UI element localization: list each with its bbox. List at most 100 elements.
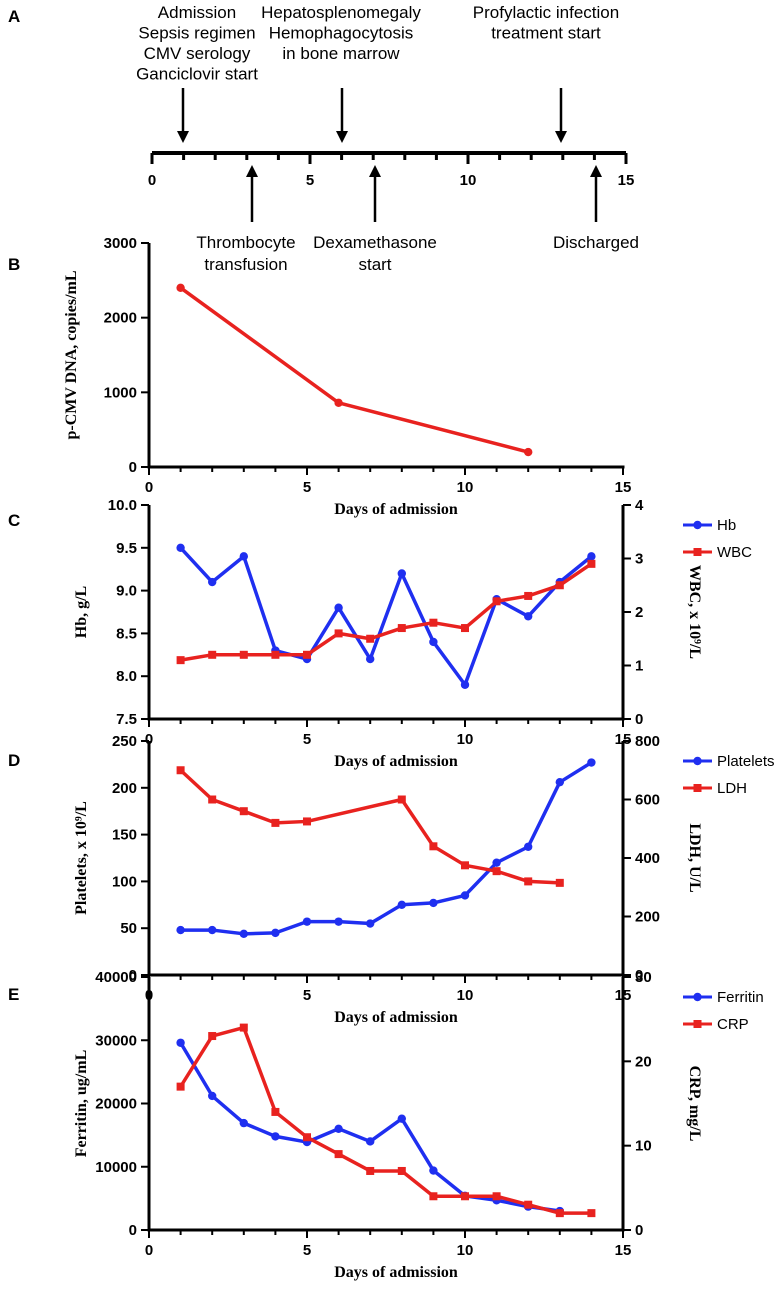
data-point (555, 1209, 564, 1218)
y-axis-title-left: Hb, g/L (73, 586, 90, 638)
legend-swatch-marker (693, 784, 702, 792)
y-tick-label-left: 150 (112, 827, 137, 844)
legend-label: WBC (717, 544, 752, 561)
data-point (587, 552, 596, 561)
x-tick-label: 15 (615, 731, 632, 748)
data-point (176, 283, 185, 292)
series-line-ferritin (179, 1041, 561, 1213)
series-line-ldh (179, 768, 560, 885)
panel-d-platelets-ldh-chart: D051015Days of admission050100150200250P… (8, 733, 775, 1026)
event-arrow-up-head (246, 165, 258, 177)
series-line-p-cmv-dna (179, 286, 529, 454)
x-tick-label: 10 (457, 987, 474, 1004)
data-point (397, 900, 406, 909)
y-tick-label-right: 2 (635, 604, 643, 621)
timeline-event-label: Sepsis regimen (138, 24, 255, 43)
x-tick-label: 10 (457, 731, 474, 748)
event-arrow-up-head (590, 165, 602, 177)
y-axis-title-left: Platelets, x 10⁹/L (73, 801, 90, 915)
timeline-event-label: transfusion (204, 255, 287, 274)
data-point (429, 1166, 438, 1175)
timeline-event-label: Profylactic infection (473, 3, 619, 22)
data-point (587, 758, 596, 767)
data-point (176, 1082, 185, 1091)
legend-swatch-marker (693, 992, 702, 1002)
y-tick-label-left: 100 (112, 873, 137, 890)
x-tick-label: 15 (615, 479, 632, 496)
data-point (461, 861, 469, 870)
y-tick-label-left: 30000 (95, 1032, 137, 1049)
data-point (176, 1038, 185, 1047)
data-point (303, 1133, 311, 1142)
timeline-tick-label: 10 (460, 172, 477, 189)
y-tick-label-right: 0 (635, 1222, 643, 1239)
data-point (397, 624, 406, 633)
data-point (271, 1107, 280, 1116)
data-point (334, 629, 343, 638)
legend-label: Ferritin (717, 989, 764, 1006)
y-tick-label-left: 10.0 (108, 497, 137, 514)
y-axis-title-right: CRP, mg/L (686, 1066, 703, 1142)
panel-letter: C (8, 511, 20, 530)
data-point (334, 917, 343, 926)
timeline-tick-label: 5 (306, 172, 314, 189)
x-tick-label: 10 (457, 479, 474, 496)
data-point (366, 654, 375, 664)
data-point (524, 612, 533, 621)
data-point (492, 858, 501, 867)
y-tick-label-left: 9.0 (116, 583, 137, 600)
data-point (239, 807, 248, 816)
data-point (429, 898, 438, 908)
y-tick-label-left: 0 (129, 1222, 137, 1239)
data-point (555, 777, 564, 787)
data-point (397, 1114, 406, 1123)
x-tick-label: 15 (615, 1242, 632, 1259)
data-point (208, 1091, 217, 1101)
data-point (334, 603, 343, 612)
data-point (397, 569, 406, 578)
data-point (303, 650, 311, 659)
timeline-event-label: Hepatosplenomegaly (261, 3, 421, 22)
timeline-event-label: Hemophagocytosis (269, 24, 414, 43)
series-line-wbc (180, 562, 593, 662)
y-tick-label-right: 800 (635, 733, 660, 750)
panel-letter: D (8, 751, 20, 770)
data-point (524, 591, 533, 600)
y-tick-label-right: 3 (635, 551, 643, 568)
data-point (461, 1192, 469, 1201)
y-tick-label-left: 10000 (95, 1159, 137, 1176)
data-point (555, 878, 564, 887)
data-point (587, 559, 596, 568)
data-point (271, 818, 280, 827)
data-point (208, 925, 217, 935)
data-point (176, 543, 185, 552)
data-point (460, 891, 470, 900)
timeline-event-label: Ganciclovir start (136, 65, 258, 84)
timeline-event-label: Thrombocyte (196, 233, 295, 252)
y-tick-label-right: 10 (635, 1138, 652, 1155)
data-point (524, 1200, 533, 1209)
panel-letter: E (8, 985, 19, 1004)
data-point (492, 1192, 501, 1201)
data-point (397, 795, 406, 804)
legend-label: LDH (717, 780, 747, 797)
data-point (271, 650, 280, 659)
data-point (366, 1137, 375, 1146)
data-point (334, 398, 343, 407)
data-point (208, 1032, 217, 1041)
y-tick-label-left: 9.5 (116, 540, 137, 557)
legend-swatch-marker (693, 520, 702, 530)
y-tick-label-right: 30 (635, 969, 652, 986)
x-axis-title: Days of admission (334, 1264, 458, 1281)
data-point (271, 1132, 280, 1141)
data-point (492, 867, 501, 876)
legend-label: Hb (717, 517, 736, 534)
data-point (239, 552, 248, 561)
series-line-platelets (180, 761, 593, 936)
x-tick-label: 0 (145, 731, 153, 748)
panel-b-cmv-chart: B 0 5 10 15 Days of admission 0 1000 2000 3000 p-C… (8, 235, 631, 518)
y-axis-title-left: p-CMV DNA, copies/mL (63, 270, 80, 439)
y-tick-label-left: 20000 (95, 1096, 137, 1113)
